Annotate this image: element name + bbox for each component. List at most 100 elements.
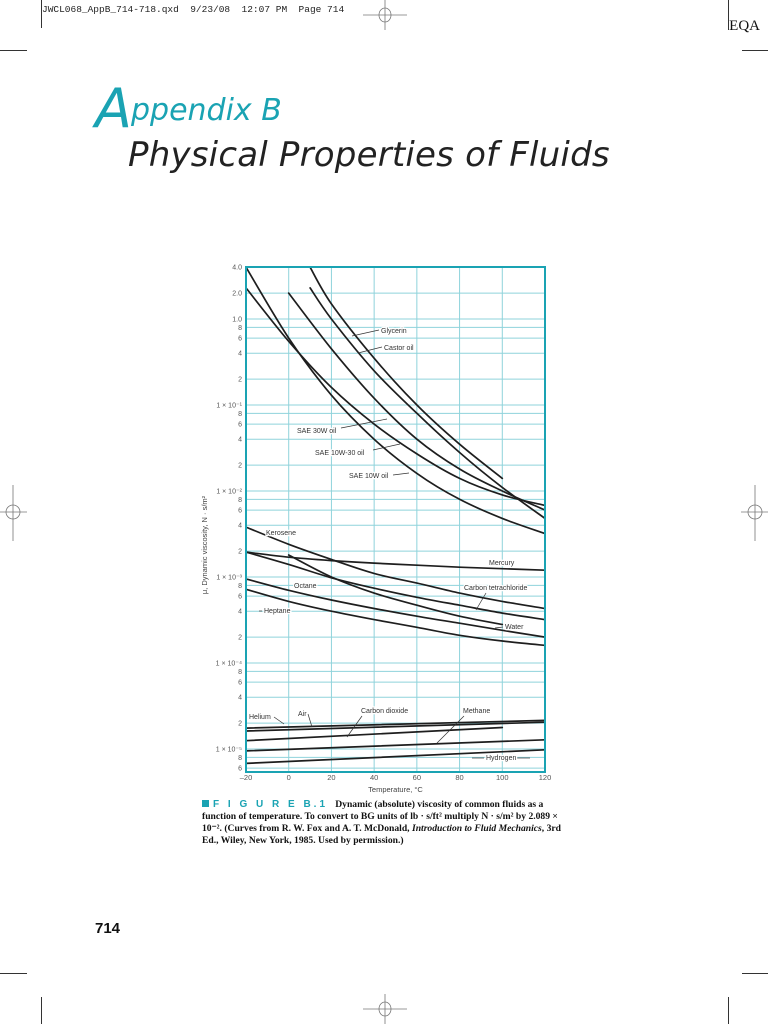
x-tick-label: 120 [539, 773, 552, 782]
y-tick-label: 1 × 10⁻⁴ [216, 661, 242, 668]
y-tick-label: 8 [238, 755, 242, 762]
y-tick-label: 1 × 10⁻⁵ [216, 747, 242, 754]
leader-line [346, 715, 363, 738]
curve-label: Air [298, 711, 307, 718]
figure-marker-icon [202, 800, 209, 807]
registration-mark-bottom [363, 994, 407, 1024]
curve-hydrogen [245, 748, 546, 765]
curve-label: Glycerin [381, 328, 407, 335]
y-tick-label: 2 [238, 721, 242, 728]
crop-mark-bottom-right-h [742, 973, 768, 974]
y-axis-label: μ, Dynamic viscosity, N · s/m² [200, 495, 209, 594]
curve-methane [245, 738, 546, 752]
curve-carbon-tetrachloride [245, 551, 546, 621]
curve-sae-10w-30-oil [245, 287, 546, 507]
leader-line [273, 716, 285, 725]
curve-label: Water [505, 624, 524, 631]
y-tick-label: 1 × 10⁻¹ [216, 403, 242, 410]
svg-text:SAE 30W oil: SAE 30W oil [297, 428, 337, 435]
y-tick-label: 2 [238, 463, 242, 470]
curve-castor-oil [309, 287, 546, 520]
svg-text:Carbon tetrachloride: Carbon tetrachloride [464, 585, 528, 592]
registration-mark-right [741, 485, 768, 541]
leader-line [307, 713, 313, 728]
curve-sae-10w-oil [245, 266, 546, 535]
curve-label: SAE 30W oil [297, 428, 337, 435]
registration-mark-top [363, 0, 407, 30]
y-tick-label: 6 [238, 422, 242, 429]
crop-mark-top-right [728, 0, 729, 30]
crop-mark-top-right-h [742, 50, 768, 51]
x-tick-label: 60 [413, 773, 421, 782]
svg-text:Mercury: Mercury [489, 560, 515, 567]
y-tick-label: 2 [238, 635, 242, 642]
appendix-initial: A [95, 77, 132, 140]
curve-water [287, 554, 504, 626]
svg-text:Air: Air [298, 711, 307, 718]
svg-text:Carbon dioxide: Carbon dioxide [361, 708, 408, 715]
page-number: 714 [95, 920, 121, 937]
curve-octane [245, 578, 546, 638]
y-tick-label: 6 [238, 766, 242, 773]
chart-curves [245, 266, 546, 765]
leader-line [436, 715, 465, 744]
figure-label: F I G U R E B.1 [213, 799, 329, 810]
curve-label: Carbon dioxide [361, 708, 408, 715]
svg-text:SAE 10W oil: SAE 10W oil [349, 473, 389, 480]
crop-mark-bottom-left-h [0, 973, 27, 974]
svg-text:Glycerin: Glycerin [381, 328, 407, 335]
curve-label: Hydrogen [486, 755, 516, 762]
y-tick-label: 8 [238, 583, 242, 590]
svg-text:Hydrogen: Hydrogen [486, 755, 516, 762]
caption-book-title: Introduction to Fluid Mechanics [411, 823, 542, 834]
curve-glycerin [309, 266, 504, 480]
x-tick-label: 80 [455, 773, 463, 782]
curve-label: Octane [294, 583, 317, 590]
svg-text:Water: Water [505, 624, 524, 631]
curve-sae-30w-oil [287, 292, 546, 511]
x-tick-label: 0 [287, 773, 291, 782]
figure-caption: F I G U R E B.1 Dynamic (absolute) visco… [202, 799, 562, 847]
curve-label: SAE 10W oil [349, 473, 389, 480]
curve-label: Castor oil [384, 345, 414, 352]
y-tick-label: 6 [238, 508, 242, 515]
y-tick-label: 8 [238, 325, 242, 332]
leader-line [494, 626, 504, 629]
curve-label: Helium [249, 714, 271, 721]
x-axis-ticks: –20 0 20 40 60 80 100 120 [240, 773, 552, 782]
leader-line [357, 346, 383, 354]
y-tick-label: 6 [238, 594, 242, 601]
svg-text:Castor oil: Castor oil [384, 345, 414, 352]
crop-mark-bottom-left [41, 997, 42, 1024]
svg-text:Helium: Helium [249, 714, 271, 721]
y-tick-label: 4.0 [232, 265, 242, 272]
y-tick-label: 2.0 [232, 291, 242, 298]
x-tick-label: 20 [327, 773, 335, 782]
curve-heptane [245, 588, 546, 647]
curve-label: Mercury [489, 560, 515, 567]
y-tick-label: 1 × 10⁻³ [216, 575, 242, 582]
curve-label: Carbon tetrachloride [464, 585, 528, 592]
curve-air [245, 721, 546, 732]
y-tick-label: 4 [238, 609, 242, 616]
leader-line [351, 329, 380, 337]
y-tick-label: 4 [238, 437, 242, 444]
x-tick-label: 40 [370, 773, 378, 782]
curve-label: SAE 10W-30 oil [315, 450, 365, 457]
svg-text:Octane: Octane [294, 583, 317, 590]
leader-line [475, 592, 487, 611]
x-tick-label: –20 [240, 773, 253, 782]
appendix-label: ppendix B [131, 93, 282, 128]
curve-label: Methane [463, 708, 490, 715]
caption-text-end: , 3rd Ed., Wiley, New York, 1985. Used b… [202, 823, 561, 846]
y-tick-label: 2 [238, 549, 242, 556]
y-tick-label: 8 [238, 411, 242, 418]
crop-mark-top-left-h [0, 50, 27, 51]
svg-text:Methane: Methane [463, 708, 490, 715]
y-tick-label: 2 [238, 377, 242, 384]
x-axis-label: Temperature, °C [368, 785, 423, 794]
curve-label: Kerosene [266, 530, 296, 537]
svg-text:SAE 10W-30 oil: SAE 10W-30 oil [315, 450, 365, 457]
y-tick-label: 8 [238, 497, 242, 504]
